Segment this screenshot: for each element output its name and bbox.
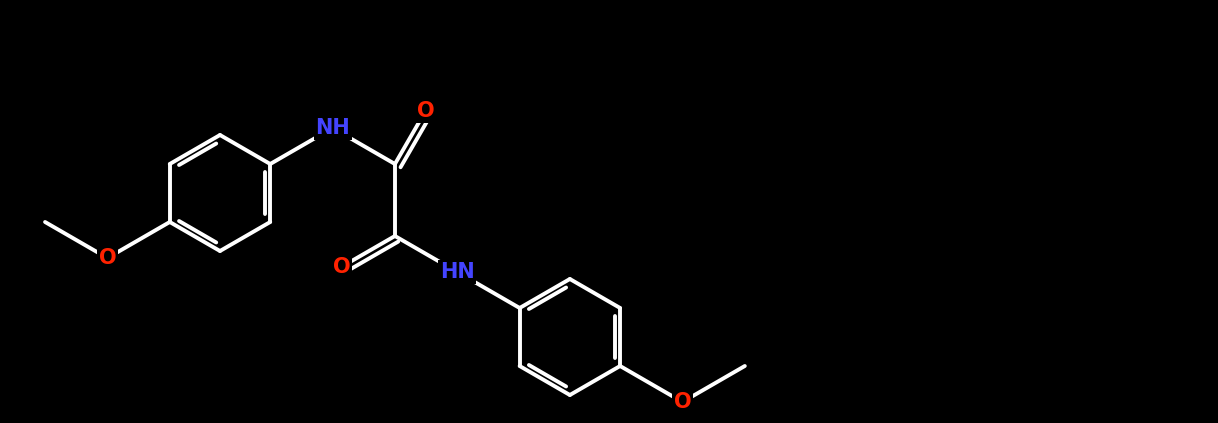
Text: NH: NH: [315, 118, 350, 138]
Text: O: O: [99, 248, 116, 268]
Text: O: O: [674, 392, 692, 412]
Text: HN: HN: [440, 262, 475, 282]
Text: O: O: [334, 257, 351, 277]
Text: O: O: [417, 101, 435, 121]
